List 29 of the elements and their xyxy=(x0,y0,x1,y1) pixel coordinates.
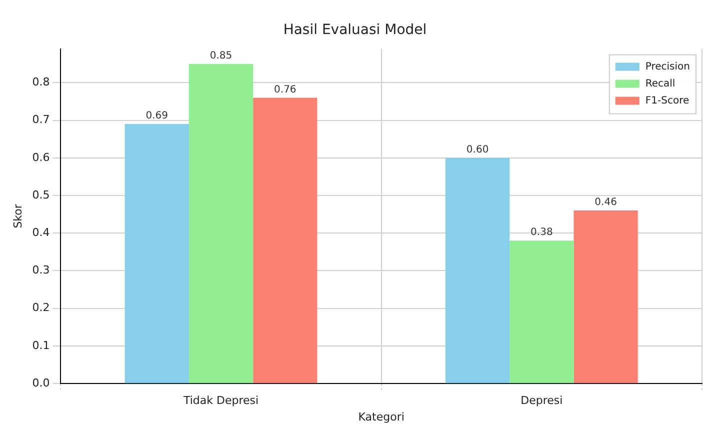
x-axis-title: Kategori xyxy=(358,410,404,424)
y-tick-label: 0.4 xyxy=(32,226,50,239)
y-tick-label: 0.2 xyxy=(32,301,50,314)
legend-label: F1-Score xyxy=(645,95,690,106)
bar xyxy=(188,64,254,384)
y-tick-label: 0.3 xyxy=(32,264,50,277)
bar xyxy=(445,158,510,384)
legend-label: Precision xyxy=(645,61,690,72)
y-tick-label: 0.6 xyxy=(32,150,50,164)
x-tick-label: Tidak Depresi xyxy=(182,394,259,408)
y-axis-title: Skor xyxy=(11,204,24,228)
data-label: 0.46 xyxy=(594,197,617,208)
bar xyxy=(574,210,638,384)
data-label: 0.60 xyxy=(466,144,489,156)
bar xyxy=(253,98,318,384)
y-tick-label: 0.0 xyxy=(32,376,50,390)
bar xyxy=(510,240,574,384)
data-label: 0.76 xyxy=(274,84,296,96)
y-tick-label: 0.1 xyxy=(32,338,50,352)
chart-title: Hasil Evaluasi Model xyxy=(283,22,427,38)
y-tick-label: 0.5 xyxy=(32,188,50,202)
data-label: 0.69 xyxy=(146,110,168,122)
bar xyxy=(124,124,189,384)
y-tick-label: 0.7 xyxy=(32,113,50,126)
x-tick-label: Depresi xyxy=(520,394,563,408)
data-label: 0.38 xyxy=(530,227,553,238)
data-label: 0.85 xyxy=(210,50,232,62)
legend-label: Recall xyxy=(645,78,676,90)
y-tick-label: 0.8 xyxy=(32,76,50,89)
